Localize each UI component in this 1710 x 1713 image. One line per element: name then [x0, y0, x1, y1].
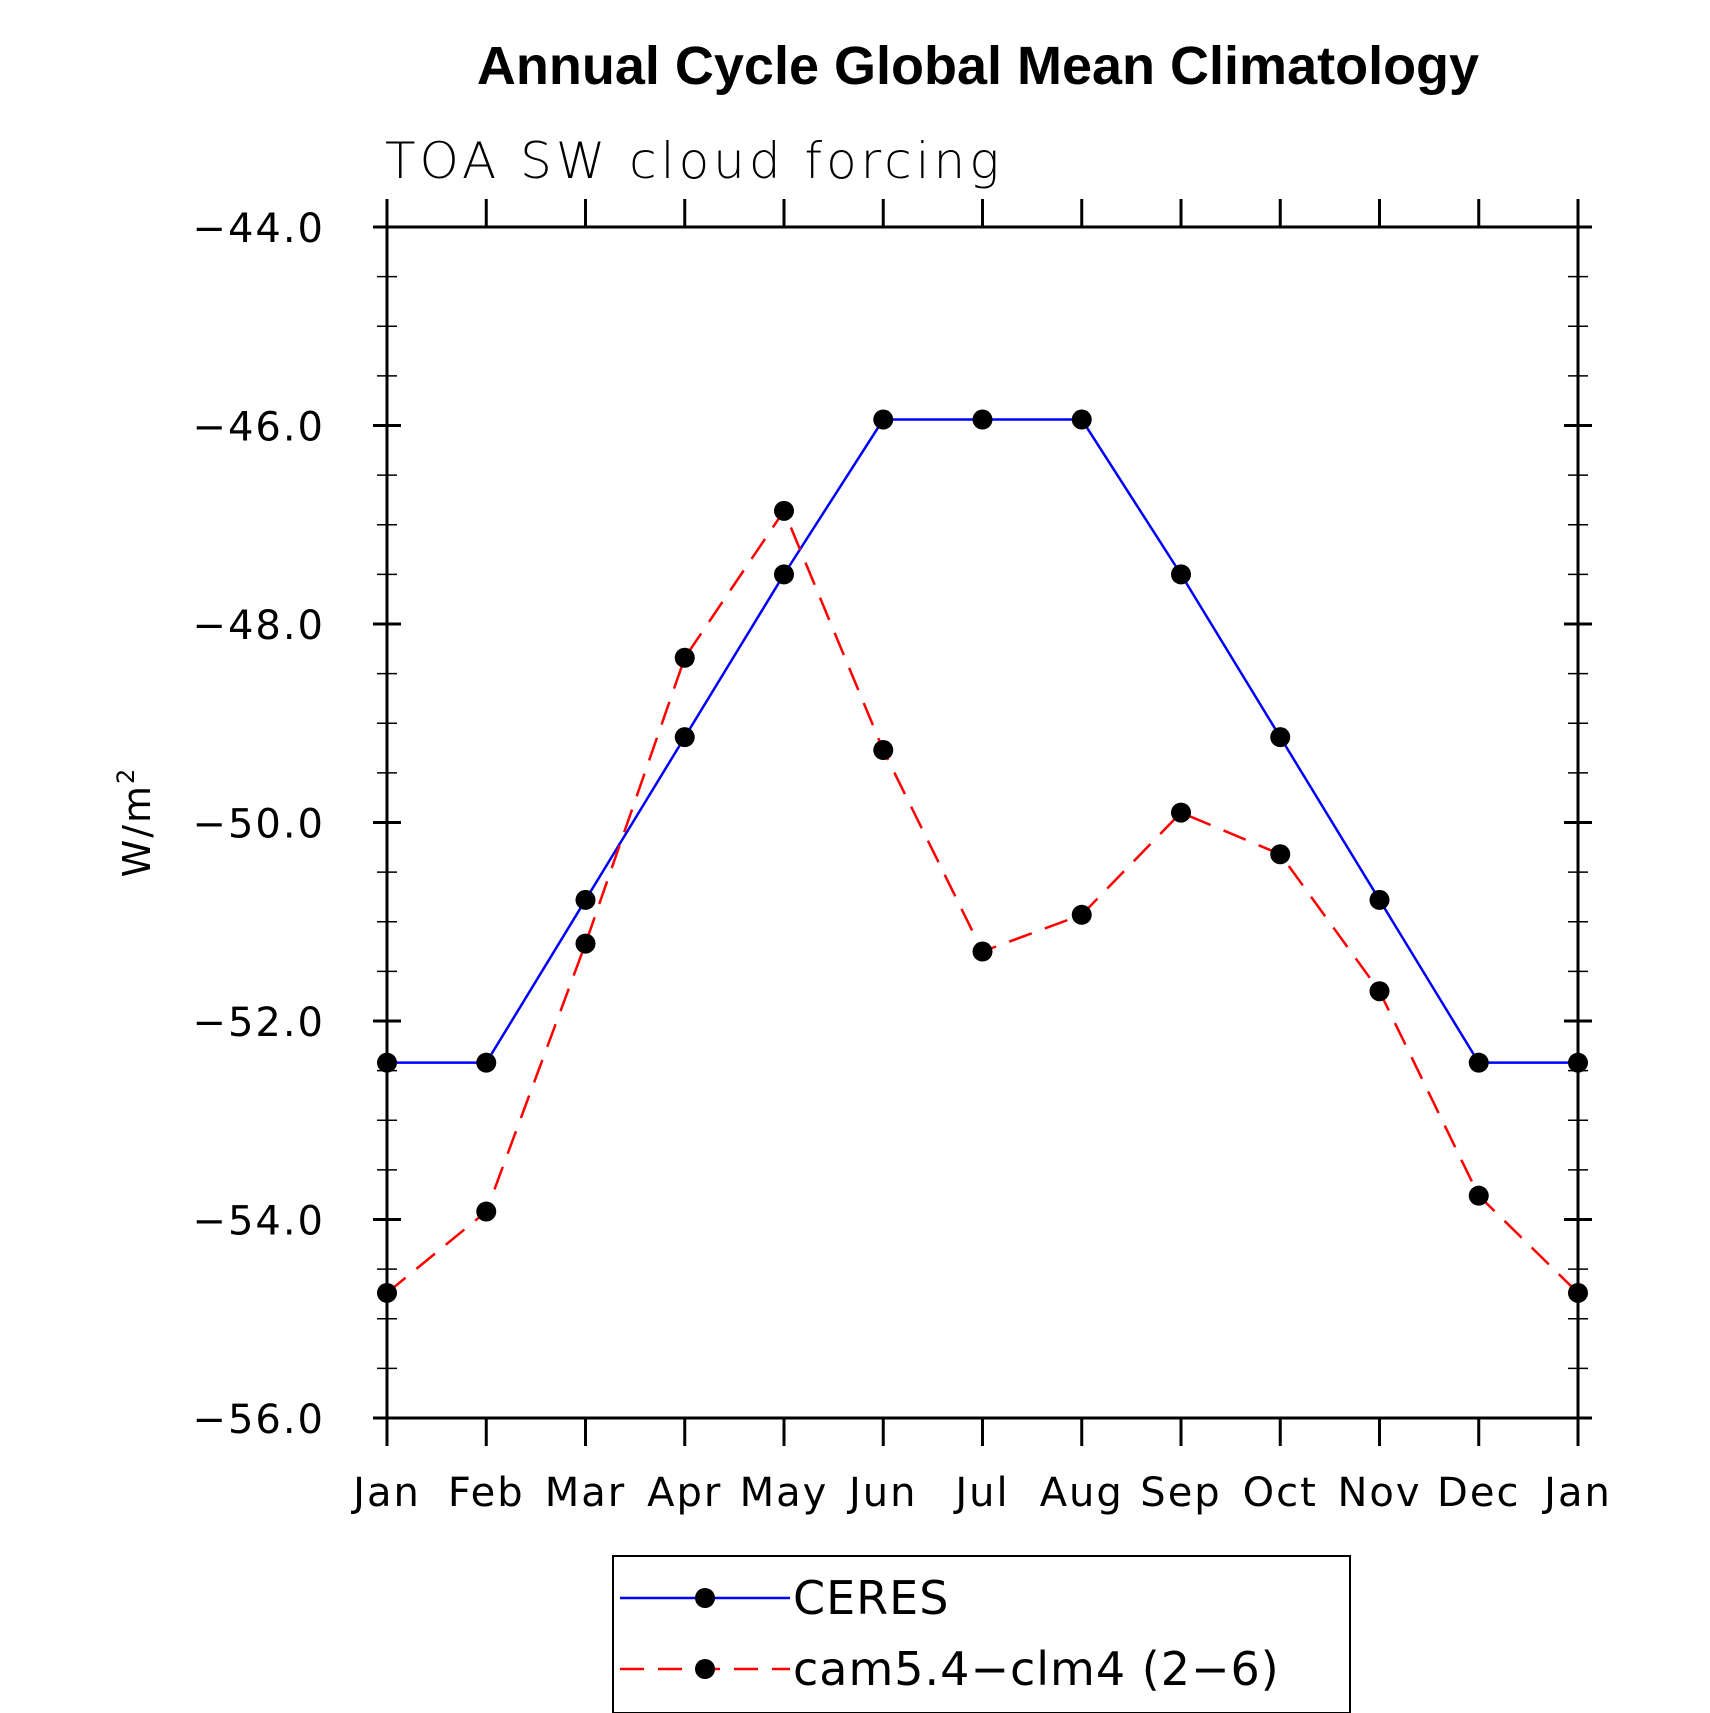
data-point-series-0	[1369, 889, 1390, 910]
data-point-series-1	[476, 1201, 497, 1222]
x-tick-labels: Jan Feb Mar Apr May Jun Jul Aug Sep Oct Nov Dec Jan	[350, 1470, 1612, 1516]
x-tick-label: Oct	[1243, 1470, 1318, 1516]
data-point-series-0	[873, 409, 894, 430]
y-axis-label-sup: 2	[112, 767, 140, 784]
x-tick-label: Dec	[1437, 1470, 1520, 1516]
data-point-series-1	[1568, 1282, 1588, 1303]
legend-box	[612, 1555, 1351, 1713]
y-tick-label: −44.0	[192, 206, 325, 252]
chart-title: Annual Cycle Global Mean Climatology	[477, 36, 1479, 96]
y-tick-label: −54.0	[192, 1199, 325, 1245]
data-point-series-1	[1270, 844, 1291, 865]
data-point-series-0	[377, 1052, 397, 1073]
axis-ticks	[373, 199, 1592, 1446]
data-point-series-1	[873, 740, 894, 761]
x-tick-label: Jan	[350, 1470, 421, 1516]
data-point-series-1	[972, 941, 993, 962]
series-line-0	[387, 418, 1578, 1064]
data-point-series-0	[1071, 409, 1092, 430]
data-point-series-1	[1071, 904, 1092, 925]
y-tick-label: −52.0	[192, 1000, 325, 1046]
y-tick-label: −50.0	[192, 802, 325, 848]
y-axis-label: W/m2	[112, 767, 159, 878]
y-tick-label: −56.0	[192, 1397, 325, 1443]
data-point-series-0	[1568, 1052, 1588, 1073]
x-tick-label: May	[740, 1470, 829, 1516]
data-point-series-0	[1468, 1052, 1489, 1073]
series-markers	[377, 409, 1588, 1303]
data-point-series-0	[1171, 564, 1191, 585]
x-tick-label: Sep	[1140, 1470, 1221, 1516]
y-tick-labels: −56.0 −54.0 −52.0 −50.0 −48.0 −46.0 −44.0	[192, 206, 325, 1443]
data-point-series-0	[476, 1052, 497, 1073]
x-tick-label: Jan	[1541, 1470, 1612, 1516]
legend-label-cam: cam5.4−clm4 (2−6)	[793, 1642, 1280, 1696]
x-tick-label: Aug	[1040, 1470, 1124, 1516]
legend: CERES cam5.4−clm4 (2−6)	[612, 1555, 1351, 1713]
data-point-series-1	[1171, 802, 1191, 823]
data-point-series-0	[674, 727, 695, 748]
series-lines	[386, 418, 1579, 1294]
x-tick-label: Feb	[448, 1470, 525, 1516]
data-point-series-0	[575, 889, 596, 910]
y-tick-label: −46.0	[192, 405, 325, 451]
data-point-series-1	[774, 500, 794, 521]
x-tick-label: Nov	[1337, 1470, 1421, 1516]
series-line-1	[386, 508, 1579, 1294]
data-point-series-1	[1369, 981, 1390, 1002]
svg-text:W/m2: W/m2	[112, 767, 159, 878]
legend-label-ceres: CERES	[793, 1571, 949, 1625]
y-tick-label: −48.0	[192, 603, 325, 649]
x-tick-label: Jun	[846, 1470, 918, 1516]
data-point-series-1	[575, 933, 596, 954]
data-point-series-1	[1468, 1185, 1489, 1206]
data-point-series-0	[972, 409, 993, 430]
data-point-series-1	[674, 647, 695, 668]
chart-subtitle: TOA SW cloud forcing	[385, 132, 1003, 190]
data-point-series-0	[1270, 727, 1291, 748]
plot-frame	[385, 225, 1580, 1420]
x-tick-label: Jul	[952, 1470, 1009, 1516]
x-tick-label: Apr	[647, 1470, 722, 1516]
legend-marker-cam	[695, 1659, 715, 1679]
data-point-series-0	[774, 564, 794, 585]
y-axis-label-base: W/m	[115, 784, 159, 877]
legend-marker-ceres	[695, 1588, 715, 1608]
x-tick-label: Mar	[545, 1470, 626, 1516]
data-point-series-1	[377, 1282, 397, 1303]
